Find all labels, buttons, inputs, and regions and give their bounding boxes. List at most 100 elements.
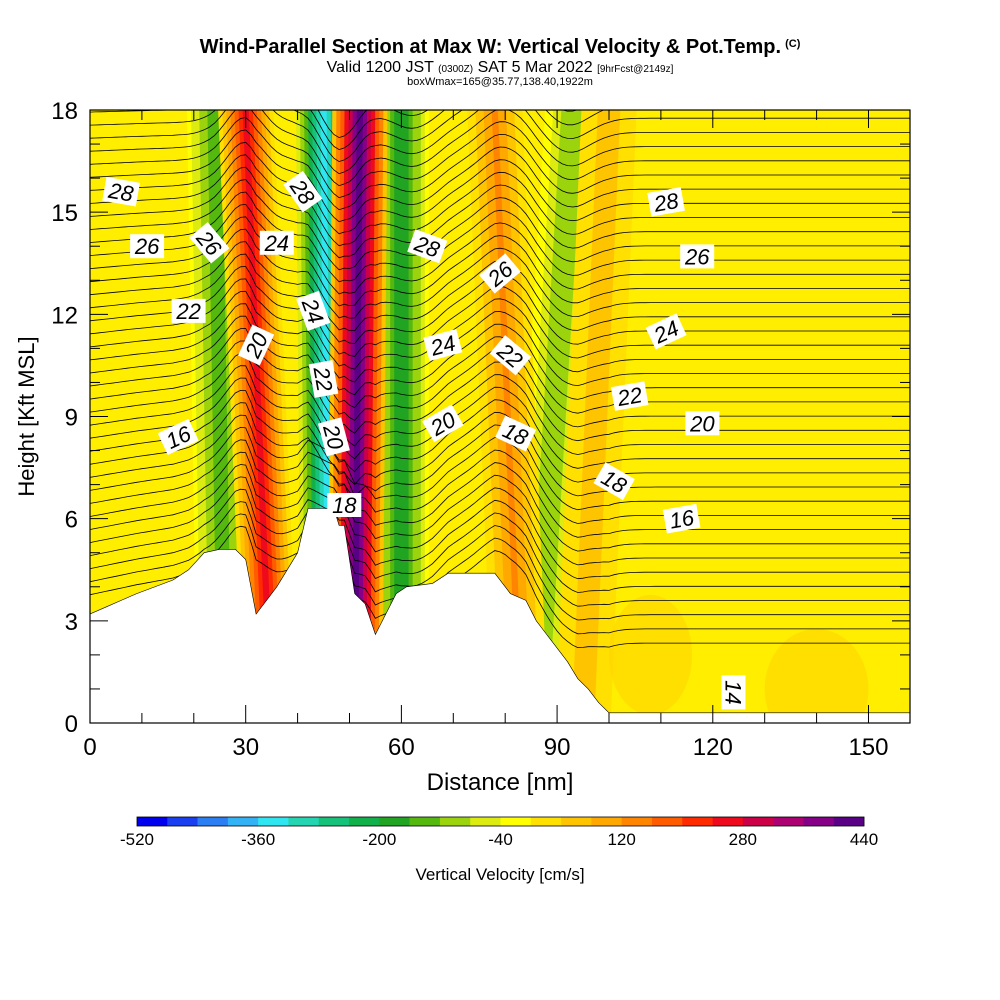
isentrope-label-24: 16 <box>662 503 701 534</box>
isentrope-line-32 <box>90 129 910 223</box>
y-tick-label: 3 <box>65 609 78 636</box>
colorbar-swatch <box>500 817 532 826</box>
chart-subtitle: Valid 1200 JST (0300Z) SAT 5 Mar 2022 [9… <box>0 60 1000 78</box>
isentrope-line-20 <box>90 278 910 373</box>
colorbar-swatch <box>591 817 622 826</box>
valid-time: Valid 1200 JST <box>326 59 434 76</box>
colorbar-swatch <box>379 817 410 826</box>
isentrope-label-23: 20 <box>685 411 720 436</box>
colorbar-tick-label: -360 <box>241 830 275 849</box>
isentrope-label-10: 20 <box>317 417 350 457</box>
isentrope-line-17 <box>90 315 910 414</box>
isentrope-label-text: 26 <box>134 234 160 259</box>
colorbar-tick-label: 120 <box>607 830 635 849</box>
updraft-band-0-level-6 <box>351 110 363 723</box>
isentrope-label-text: 28 <box>651 188 681 217</box>
isentrope-label-text: 22 <box>175 299 200 324</box>
isentrope-label-box <box>102 176 140 207</box>
colorbar-swatch <box>742 817 774 826</box>
isentrope-line-6 <box>90 451 910 566</box>
colorbar-tick-label: -40 <box>488 830 513 849</box>
isentrope-label-box <box>296 290 331 331</box>
isentrope-label-box <box>495 415 537 452</box>
isentrope-label-box <box>189 222 230 264</box>
isentrope-label-box <box>423 329 463 361</box>
isentrope-label-box <box>259 230 294 255</box>
chart-title: Wind-Parallel Section at Max W: Vertical… <box>0 36 1000 59</box>
isentrope-line-30 <box>90 154 910 247</box>
isentrope-line-7 <box>90 439 910 552</box>
isentrope-label-text: 20 <box>689 411 715 436</box>
isentrope-label-9: 22 <box>308 360 339 398</box>
downdraft-band-3-level-6 <box>533 110 576 723</box>
isentrope-line-33 <box>90 117 910 211</box>
isentrope-line-1 <box>90 513 910 635</box>
isentrope-line-2 <box>90 501 910 621</box>
isentrope-label-21: 26 <box>680 244 715 269</box>
isentrope-line-28 <box>90 179 910 271</box>
isentrope-line-27 <box>90 191 910 283</box>
isentrope-label-18: 22 <box>610 381 649 411</box>
isentrope-label-box <box>327 493 362 517</box>
isentrope-line-13 <box>90 365 910 469</box>
isentrope-label-box <box>647 187 685 217</box>
isentrope-label-20: 28 <box>647 187 685 217</box>
isentrope-label-box <box>238 324 275 366</box>
isentrope-line-10 <box>90 402 910 511</box>
y-tick-label: 9 <box>65 405 78 432</box>
isentrope-label-2: 22 <box>171 298 206 324</box>
colorbar-frame <box>136 816 865 827</box>
x-axis-label: Distance [nm] <box>427 769 574 796</box>
isentrope-label-box <box>130 234 165 259</box>
colorbar-swatch <box>197 817 229 826</box>
isentrope-label-text: 26 <box>684 244 710 269</box>
isentrope-label-box <box>317 417 350 457</box>
isentrope-label-8: 24 <box>296 290 331 331</box>
isentrope-label-box <box>422 404 464 443</box>
isentrope-line-25 <box>90 216 910 307</box>
isentrope-label-text: 18 <box>332 493 357 518</box>
y-tick-label: 15 <box>51 200 78 227</box>
x-tick-label: 150 <box>848 734 888 761</box>
colorbar-tick-label: 440 <box>850 830 878 849</box>
isentrope-label-13: 24 <box>423 329 463 361</box>
colorbar-tick-label: -200 <box>362 830 396 849</box>
x-tick-label: 90 <box>544 734 571 761</box>
colorbar-swatch <box>137 817 168 826</box>
isentrope-line-19 <box>90 290 910 387</box>
isentrope-label-25: 14 <box>721 675 746 710</box>
colorbar-swatch <box>773 817 804 826</box>
y-tick-label: 6 <box>65 507 78 534</box>
terrain-mask <box>90 508 910 723</box>
x-tick-label: 60 <box>388 734 415 761</box>
isentrope-label-box <box>308 360 339 398</box>
isentrope-label-box <box>407 229 448 264</box>
colorbar-swatch <box>621 817 653 826</box>
near-surface-patch-1 <box>608 594 693 715</box>
isentrope-label-text: 24 <box>264 231 289 256</box>
isentrope-label-11: 18 <box>327 493 362 518</box>
isentrope-line-29 <box>90 166 910 259</box>
colorbar-swatch <box>682 817 713 826</box>
isentrope-label-text: 14 <box>721 680 746 704</box>
updraft-band-3-level-6 <box>579 110 613 723</box>
copyright-mark: (C) <box>785 38 801 50</box>
isentrope-line-0 <box>90 525 910 649</box>
x-tick-label: 30 <box>232 734 259 761</box>
isentrope-line-12 <box>90 377 910 483</box>
isentrope-label-box <box>157 418 199 455</box>
near-surface-patch-2 <box>764 628 869 723</box>
isentrope-line-26 <box>90 203 910 295</box>
y-tick-label: 12 <box>51 302 78 329</box>
colorbar: -520 -360 -200 -40 120 280 440 Vertical Velocit… <box>120 816 878 884</box>
isentrope-line-36 <box>90 110 910 175</box>
isentrope-label-box <box>171 298 206 323</box>
isentrope-label-box <box>283 170 323 213</box>
colorbar-swatch <box>288 817 320 826</box>
isentrope-label-box <box>721 675 746 710</box>
colorbar-swatch <box>227 817 259 826</box>
isentrope-label-box <box>685 411 720 436</box>
isentrope-label-5: 24 <box>259 230 294 256</box>
isentrope-label-text: 22 <box>308 364 337 393</box>
isentrope-line-34 <box>90 110 910 199</box>
